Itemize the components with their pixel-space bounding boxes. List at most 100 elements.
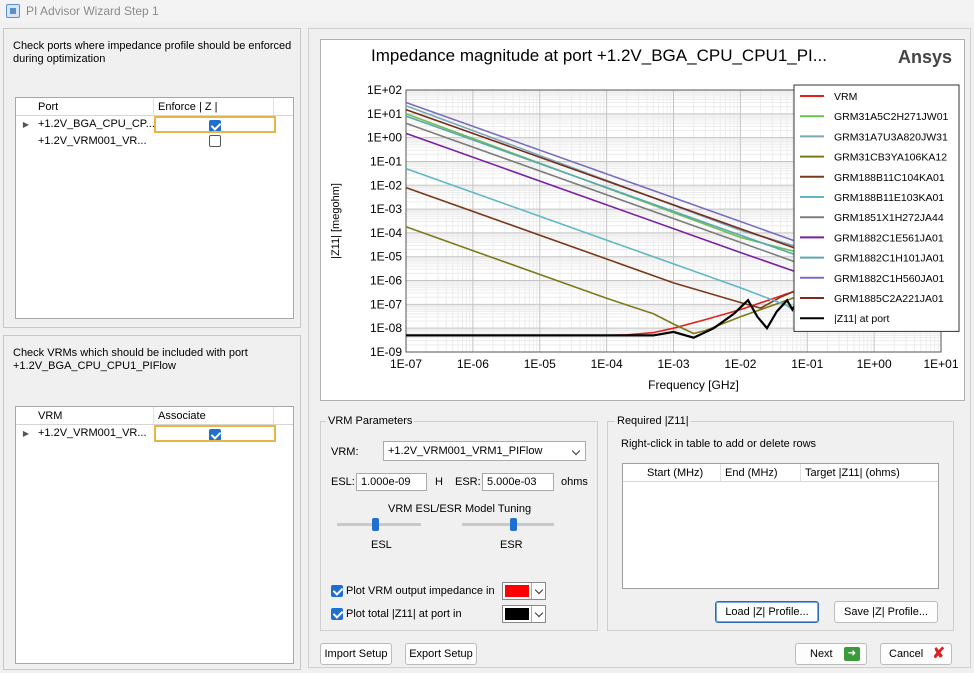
esr-label: ESR: (455, 476, 481, 488)
series-line (405, 101, 808, 247)
esl-slider-label: ESL (371, 539, 392, 551)
esl-slider-thumb[interactable] (371, 518, 379, 531)
y-tick-label: 1E-02 (370, 178, 402, 192)
y-tick-label: 1E+02 (367, 83, 402, 97)
x-tick-label: 1E+00 (857, 357, 892, 371)
table-row[interactable]: +1.2V_VRM001_VR... (16, 133, 293, 150)
legend-entry: GRM1851X1H272JA44 (834, 212, 944, 224)
legend-entry: GRM188B11E103KA01 (834, 192, 944, 204)
vrm-table-header: VRM Associate (16, 407, 293, 425)
x-tick-label: 1E-01 (791, 357, 823, 371)
enforce-checkbox[interactable] (209, 135, 221, 148)
save-profile-button[interactable]: Save |Z| Profile... (834, 601, 938, 623)
ports-col-enforce[interactable]: Enforce | Z | (154, 98, 274, 115)
cancel-button[interactable]: Cancel ✘ (880, 643, 952, 665)
chevron-down-icon (531, 606, 545, 622)
vrm-table[interactable]: VRM Associate ▶ +1.2V_VRM001_VR... (15, 406, 294, 664)
plot-vrm-label: Plot VRM output impedance in (346, 585, 495, 597)
plot-total-label: Plot total |Z11| at port in (346, 608, 462, 620)
ports-table[interactable]: Port Enforce | Z | ▶ +1.2V_BGA_CPU_CP...… (15, 97, 294, 319)
series-line (405, 104, 808, 251)
total-color-swatch (505, 608, 529, 620)
enforce-checkbox[interactable] (209, 120, 221, 131)
required-z-table[interactable]: Start (MHz) End (MHz) Target |Z11| (ohms… (622, 463, 939, 589)
chevron-down-icon (531, 583, 545, 599)
enforce-cell[interactable] (154, 133, 276, 150)
import-setup-button[interactable]: Import Setup (320, 643, 392, 665)
y-tick-label: 1E-08 (370, 321, 402, 335)
legend-entry: VRM (834, 91, 857, 103)
ports-table-header: Port Enforce | Z | (16, 98, 293, 116)
esr-input[interactable]: 5.000e-03 (482, 473, 554, 491)
vrm-col-vrm[interactable]: VRM (36, 407, 154, 424)
x-tick-label: 1E-07 (390, 357, 422, 371)
esl-input[interactable]: 1.000e-09 (356, 473, 427, 491)
x-tick-label: 1E-02 (724, 357, 756, 371)
legend-entry: GRM1885C2A221JA01 (834, 293, 944, 305)
vrm-select-value: +1.2V_VRM001_VRM1_PIFlow (388, 445, 543, 457)
y-tick-label: 1E-04 (370, 226, 402, 240)
port-name: +1.2V_BGA_CPU_CP... (38, 118, 154, 130)
y-tick-label: 1E-03 (370, 202, 402, 216)
arrow-right-icon: ➜ (844, 647, 860, 661)
x-tick-label: 1E-06 (457, 357, 489, 371)
row-selector-icon: ▶ (22, 429, 30, 438)
window-title: PI Advisor Wizard Step 1 (26, 4, 159, 18)
associate-cell[interactable] (154, 425, 276, 442)
esl-slider-track[interactable] (337, 523, 421, 526)
series-line (405, 226, 808, 335)
col-target[interactable]: Target |Z11| (ohms) (805, 467, 900, 479)
table-row[interactable]: ▶ +1.2V_BGA_CPU_CP... (16, 116, 293, 133)
y-tick-label: 1E-05 (370, 250, 402, 264)
esr-slider-thumb[interactable] (509, 518, 517, 531)
legend-entry: GRM1882C1H560JA01 (834, 273, 944, 285)
vrm-name: +1.2V_VRM001_VR... (38, 427, 147, 439)
legend-box (793, 84, 960, 332)
load-profile-button[interactable]: Load |Z| Profile... (715, 601, 819, 623)
vrm-panel: Check VRMs which should be included with… (3, 335, 301, 670)
app-icon (6, 4, 20, 18)
vrm-select[interactable]: +1.2V_VRM001_VRM1_PIFlow (383, 441, 586, 461)
ports-panel: Check ports where impedance profile shou… (3, 28, 301, 328)
x-tick-label: 1E-04 (591, 357, 623, 371)
series-line (405, 115, 808, 260)
legend-entry: GRM188B11C104KA01 (834, 172, 945, 184)
series-line (406, 295, 808, 339)
vrm-instructions: Check VRMs which should be included with… (13, 347, 248, 372)
export-setup-button[interactable]: Export Setup (405, 643, 477, 665)
y-tick-label: 1E-07 (370, 297, 402, 311)
y-tick-label: 1E+01 (367, 107, 402, 121)
ports-col-port[interactable]: Port (36, 98, 154, 115)
required-hint: Right-click in table to add or delete ro… (621, 438, 817, 450)
plot-total-checkbox[interactable] (331, 608, 343, 620)
series-line (405, 186, 808, 309)
title-bar: PI Advisor Wizard Step 1 (0, 0, 974, 22)
total-color-picker[interactable] (502, 605, 546, 623)
table-row[interactable]: ▶ +1.2V_VRM001_VR... (16, 425, 293, 442)
x-axis-label: Frequency [GHz] (648, 378, 739, 392)
ports-instructions: Check ports where impedance profile shou… (13, 40, 292, 65)
series-line (405, 108, 808, 254)
enforce-cell[interactable] (154, 116, 276, 133)
row-selector-icon: ▶ (22, 120, 30, 129)
plot-vrm-checkbox[interactable] (331, 585, 343, 597)
x-tick-label: 1E-03 (657, 357, 689, 371)
esr-slider-label: ESR (500, 539, 523, 551)
legend-entry: GRM31A5C2H271JW01 (834, 111, 949, 123)
next-button[interactable]: Next ➜ (795, 643, 867, 665)
associate-checkbox[interactable] (209, 429, 221, 440)
brand-logo: Ansys (898, 47, 952, 67)
y-tick-label: 1E-09 (370, 345, 402, 359)
vrm-col-associate[interactable]: Associate (154, 407, 274, 424)
vrm-color-picker[interactable] (502, 582, 546, 600)
impedance-chart[interactable]: 1E-07 1E-06 1E-05 1E-04 1E-03 1E-02 1E-01 1E+00… (320, 39, 965, 401)
legend-entry: GRM31CB3YA106KA12 (834, 152, 947, 164)
col-end[interactable]: End (MHz) (721, 464, 801, 481)
esr-slider-track[interactable] (462, 523, 554, 526)
vrm-color-swatch (505, 585, 529, 597)
col-start[interactable]: Start (MHz) (623, 464, 721, 481)
series-line (405, 132, 808, 277)
chart-title: Impedance magnitude at port +1.2V_BGA_CP… (371, 46, 827, 65)
y-axis-label: |Z11| [megohm] (330, 183, 342, 259)
legend-entry: GRM1882C1E561JA01 (834, 232, 944, 244)
